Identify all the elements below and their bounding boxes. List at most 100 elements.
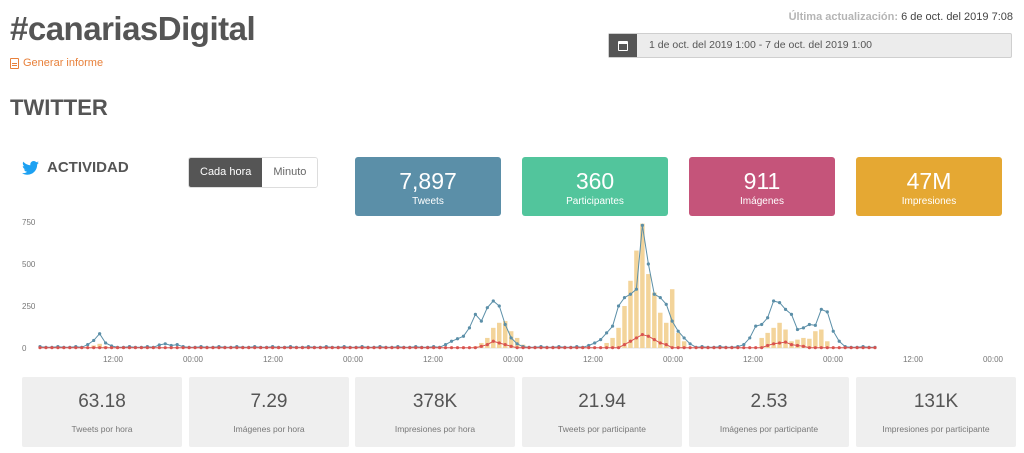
- chart-bar: [681, 341, 687, 348]
- stat-images-label: Imágenes: [740, 196, 784, 207]
- y-tick-label: 250: [22, 302, 36, 311]
- y-tick-label: 750: [22, 218, 36, 227]
- chart-bar: [819, 329, 824, 348]
- participants-series-point: [801, 344, 806, 348]
- participants-series-point: [479, 344, 483, 348]
- tweets-series-point: [473, 312, 477, 316]
- participants-series-point: [861, 346, 865, 350]
- y-tick-label: 0: [22, 344, 27, 353]
- activity-header: ACTIVIDAD: [22, 159, 129, 176]
- metric-tweets-per-participant-value: 21.94: [578, 391, 626, 412]
- tweets-series-point: [772, 299, 776, 303]
- participants-series-point: [539, 346, 543, 350]
- participants-series-point: [742, 346, 746, 350]
- chart-bar: [777, 322, 782, 348]
- participants-series-point: [766, 343, 770, 348]
- participants-series-point: [38, 346, 42, 350]
- participants-series-point: [670, 346, 674, 350]
- chart-bar: [825, 341, 830, 348]
- tweets-series-point: [92, 338, 96, 343]
- pdf-icon: [10, 57, 19, 69]
- metric-images-per-hour-label: Imágenes por hora: [233, 424, 305, 434]
- participants-series-point: [646, 334, 650, 338]
- participants-series-point: [587, 346, 591, 350]
- metric-images-per-participant: 2.53 Imágenes por participante: [689, 377, 849, 447]
- participants-series-point: [551, 346, 555, 350]
- metric-impressions-per-participant: 131K Impresiones por participante: [856, 377, 1016, 447]
- chart-bar: [604, 342, 609, 348]
- date-range-picker[interactable]: 1 de oct. del 2019 1:00 - 7 de oct. del …: [608, 33, 1012, 58]
- participants-series-point: [575, 346, 579, 350]
- participants-series-point: [420, 346, 424, 350]
- participants-series-point: [443, 346, 448, 350]
- chart-bar: [508, 331, 514, 348]
- participants-series-point: [330, 346, 334, 350]
- page-title: #canariasDigital: [10, 10, 256, 47]
- toggle-hourly[interactable]: Cada hora: [189, 158, 263, 187]
- tweets-series-line: [39, 225, 875, 348]
- metric-impressions-per-participant-value: 131K: [913, 391, 959, 412]
- participants-series-point: [74, 346, 78, 350]
- participants-series-point: [772, 342, 776, 346]
- participants-series-point: [682, 346, 686, 350]
- participants-series-point: [849, 346, 853, 350]
- participants-series-point: [372, 346, 376, 350]
- tweets-series-point: [760, 322, 764, 327]
- x-tick-label: 00:00: [983, 355, 1004, 364]
- calendar-button[interactable]: [609, 34, 637, 57]
- tweets-series-point: [503, 322, 507, 327]
- participants-series-point: [634, 336, 639, 340]
- tweets-series-point: [175, 343, 179, 347]
- chart-bar: [801, 337, 806, 348]
- tweets-series-point: [479, 319, 483, 323]
- x-tick-label: 12:00: [903, 355, 924, 364]
- tweets-series-point: [688, 342, 692, 346]
- activity-chart: 750 500 250 0 12:00 00:00 12:00 00:00 12:00 00:00…: [22, 218, 1004, 364]
- participants-series-point: [664, 343, 668, 347]
- generate-report-link[interactable]: Generar informe: [10, 57, 103, 69]
- last-updated: Última actualización: 6 de oct. del 2019…: [789, 11, 1013, 23]
- x-tick-label: 00:00: [503, 355, 524, 364]
- metric-tweets-per-participant: 21.94 Tweets por participante: [522, 377, 682, 447]
- participants-series-point: [282, 346, 287, 350]
- participants-series-point: [658, 341, 662, 345]
- chart-bar: [646, 274, 651, 348]
- toggle-minute[interactable]: Minuto: [262, 158, 318, 187]
- participants-series-point: [563, 346, 567, 350]
- participants-series-point: [515, 346, 519, 350]
- participants-series-point: [205, 346, 209, 350]
- stat-impressions-label: Impresiones: [901, 196, 957, 207]
- x-tick-label: 00:00: [183, 355, 204, 364]
- participants-series-point: [730, 346, 734, 350]
- participants-series-point: [718, 346, 722, 350]
- participants-series-point: [92, 346, 96, 350]
- tweets-series-point: [467, 326, 472, 330]
- participants-series-point: [115, 346, 120, 350]
- tweets-series-point: [640, 223, 644, 227]
- participants-series-point: [127, 346, 132, 350]
- metric-tweets-per-hour: 63.18 Tweets por hora: [22, 377, 182, 447]
- metric-impressions-per-hour-label: Impresiones por hora: [394, 424, 476, 434]
- participants-series-point: [652, 338, 656, 342]
- date-range-input[interactable]: 1 de oct. del 2019 1:00 - 7 de oct. del …: [649, 39, 873, 51]
- participants-series-point: [640, 332, 644, 337]
- tweets-series-point: [163, 342, 167, 346]
- stat-participants-label: Participantes: [566, 196, 624, 207]
- chart-bar: [485, 337, 490, 348]
- participants-series-point: [616, 346, 621, 350]
- participants-series-point: [432, 346, 436, 350]
- participants-series-point: [354, 346, 358, 350]
- tweets-series-point: [795, 327, 800, 332]
- tweets-series-point: [86, 343, 90, 347]
- x-tick-label: 12:00: [583, 355, 604, 364]
- participants-series-point: [605, 346, 609, 350]
- participants-series-point: [44, 346, 48, 350]
- participants-series-point: [324, 346, 328, 350]
- participants-series-point: [348, 346, 352, 350]
- participants-series-point: [485, 343, 489, 347]
- tweets-series-point: [807, 322, 811, 327]
- participants-series-point: [408, 346, 412, 350]
- section-title: TWITTER: [10, 95, 108, 120]
- participants-series-point: [50, 346, 54, 350]
- tweets-series-point: [664, 302, 668, 306]
